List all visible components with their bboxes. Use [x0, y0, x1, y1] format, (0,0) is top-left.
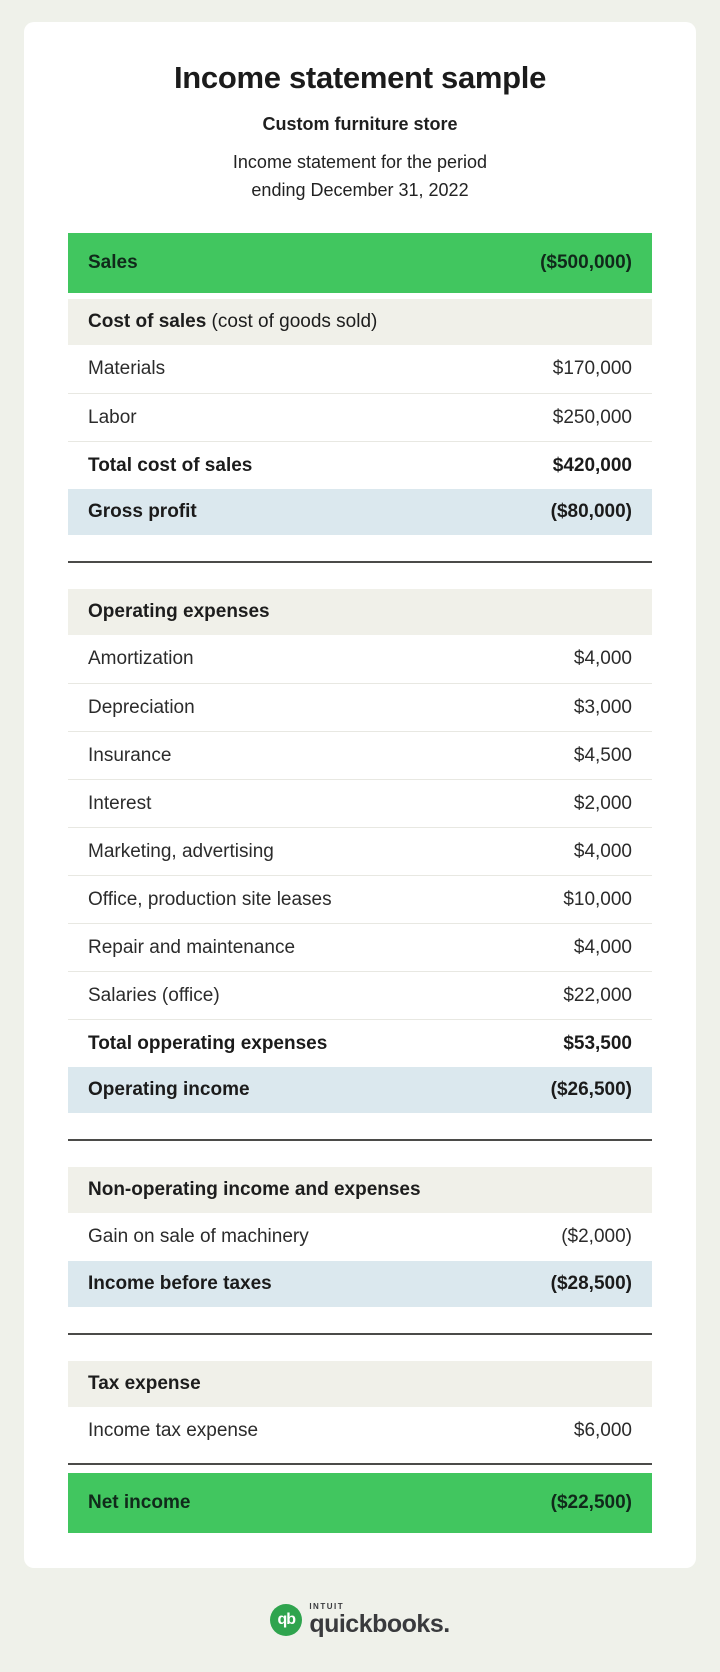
- row-value: $4,000: [573, 648, 632, 669]
- row-sales: Sales ($500,000): [68, 233, 652, 293]
- section-header-label: Operating expenses: [88, 601, 270, 622]
- row-total-operating-expenses: Total opperating expenses $53,500: [68, 1019, 652, 1067]
- row-marketing-advertising: Marketing, advertising $4,000: [68, 827, 652, 875]
- footer: qb INTUIT quickbooks.: [0, 1568, 720, 1672]
- income-statement-table: Sales ($500,000) Cost of sales (cost of …: [68, 233, 652, 1533]
- row-value: $4,000: [573, 840, 632, 862]
- statement-period: Income statement for the period ending D…: [68, 148, 652, 204]
- row-label: Depreciation: [88, 696, 195, 718]
- section-divider: [68, 1333, 652, 1335]
- row-label: Total opperating expenses: [88, 1032, 328, 1054]
- row-label: Insurance: [88, 744, 172, 766]
- row-label: Repair and maintenance: [88, 936, 296, 958]
- section-header-tax-expense: Tax expense: [68, 1361, 652, 1407]
- row-label: Marketing, advertising: [88, 840, 274, 862]
- row-label: Income before taxes: [88, 1273, 272, 1294]
- row-value: ($22,500): [550, 1492, 632, 1513]
- row-net-income: Net income ($22,500): [68, 1473, 652, 1533]
- section-header-cost-of-sales: Cost of sales (cost of goods sold): [68, 299, 652, 345]
- section-divider: [68, 1463, 652, 1465]
- row-value: $6,000: [573, 1420, 632, 1441]
- row-label: Operating income: [88, 1079, 250, 1100]
- row-value: $4,500: [573, 744, 632, 766]
- row-interest: Interest $2,000: [68, 779, 652, 827]
- section-header-label: Non-operating income and expenses: [88, 1179, 421, 1200]
- quickbooks-circle-icon: qb: [270, 1604, 303, 1636]
- row-income-tax-expense: Income tax expense $6,000: [68, 1407, 652, 1455]
- row-label: Labor: [88, 406, 137, 428]
- page-title: Income statement sample: [173, 60, 547, 95]
- quickbooks-wordmark: quickbooks.: [309, 1610, 450, 1638]
- row-total-cost-of-sales: Total cost of sales $420,000: [68, 441, 652, 489]
- row-value: $3,000: [573, 696, 632, 718]
- row-income-before-taxes: Income before taxes ($28,500): [68, 1261, 652, 1307]
- row-gain-on-sale-of-machinery: Gain on sale of machinery ($2,000): [68, 1213, 652, 1261]
- row-value: ($28,500): [550, 1273, 632, 1294]
- section-divider: [68, 561, 652, 563]
- row-label: Amortization: [88, 648, 194, 669]
- row-value: $2,000: [573, 792, 632, 814]
- section-divider: [68, 1139, 652, 1141]
- row-label: Interest: [88, 792, 152, 814]
- row-label: Net income: [88, 1492, 191, 1513]
- income-statement-card: Income statement sample Custom furniture…: [24, 22, 696, 1568]
- row-label: Gain on sale of machinery: [88, 1226, 309, 1247]
- period-line-2: ending December 31, 2022: [251, 180, 469, 200]
- section-header-operating-expenses: Operating expenses: [68, 589, 652, 635]
- row-label: Materials: [88, 358, 166, 379]
- section-header-label-bold: Cost of sales: [88, 311, 207, 332]
- row-insurance: Insurance $4,500: [68, 731, 652, 779]
- row-amortization: Amortization $4,000: [68, 635, 652, 683]
- row-value: $250,000: [552, 406, 632, 428]
- row-value: $10,000: [563, 888, 632, 910]
- row-value: ($2,000): [561, 1226, 632, 1247]
- row-value: $170,000: [552, 358, 632, 379]
- period-line-1: Income statement for the period: [232, 152, 488, 172]
- row-label: Income tax expense: [88, 1420, 259, 1441]
- row-repair-and-maintenance: Repair and maintenance $4,000: [68, 923, 652, 971]
- row-value: ($26,500): [550, 1079, 632, 1100]
- row-salaries-office: Salaries (office) $22,000: [68, 971, 652, 1019]
- quickbooks-logo: qb INTUIT quickbooks.: [270, 1602, 450, 1638]
- row-value: ($500,000): [540, 252, 632, 273]
- section-header-label: Tax expense: [88, 1373, 201, 1394]
- row-value: $420,000: [552, 454, 632, 476]
- row-labor: Labor $250,000: [68, 393, 652, 441]
- row-materials: Materials $170,000: [68, 345, 652, 393]
- row-depreciation: Depreciation $3,000: [68, 683, 652, 731]
- row-label: Office, production site leases: [88, 888, 332, 910]
- row-operating-income: Operating income ($26,500): [68, 1067, 652, 1113]
- intuit-wordmark: INTUIT: [309, 1602, 345, 1611]
- row-value: ($80,000): [550, 501, 632, 522]
- section-header-label-suffix: (cost of goods sold): [206, 311, 378, 332]
- row-label: Total cost of sales: [88, 454, 253, 476]
- row-gross-profit: Gross profit ($80,000): [68, 489, 652, 535]
- row-label: Gross profit: [88, 501, 197, 522]
- qb-monogram: qb: [277, 1611, 297, 1628]
- row-office-production-site-leases: Office, production site leases $10,000: [68, 875, 652, 923]
- row-label: Salaries (office): [88, 984, 220, 1006]
- section-header-non-operating: Non-operating income and expenses: [68, 1167, 652, 1213]
- row-value: $22,000: [563, 984, 632, 1006]
- row-value: $53,500: [563, 1032, 632, 1054]
- brand-wordmarks: INTUIT quickbooks.: [309, 1602, 450, 1638]
- section-header-label: Cost of sales (cost of goods sold): [88, 311, 377, 333]
- row-label: Sales: [88, 252, 138, 273]
- row-value: $4,000: [573, 936, 632, 958]
- company-name: Custom furniture store: [262, 114, 458, 134]
